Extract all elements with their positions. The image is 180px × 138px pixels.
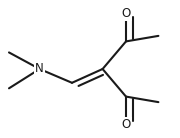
Text: O: O (121, 118, 131, 131)
Text: N: N (35, 63, 44, 75)
Text: O: O (121, 7, 131, 20)
